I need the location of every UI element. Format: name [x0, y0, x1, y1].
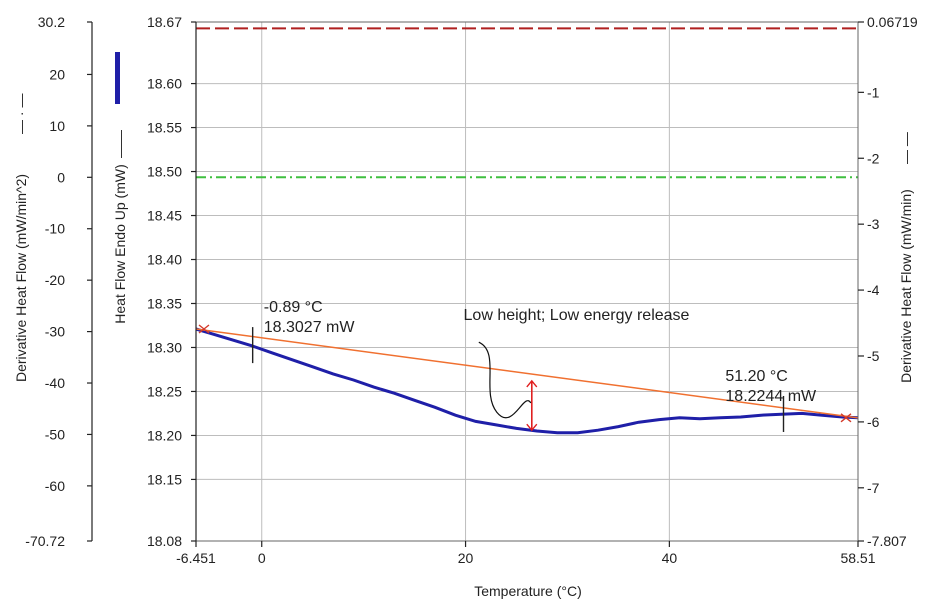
plot-area: -0.89 °C 18.3027 mW Low height; Low energy…	[195, 21, 859, 542]
y-tick-label-derivative-1: -6	[867, 414, 880, 430]
y-axis-title-derivative-1-text: Derivative Heat Flow (mW/min)	[898, 189, 914, 383]
y-axis-title-heat-flow-text: Heat Flow Endo Up (mW)	[112, 164, 128, 323]
y-tick-label-derivative-2: -50	[45, 426, 65, 442]
x-tick-label: 58.51	[840, 550, 875, 566]
y-axis-title-derivative-2: Derivative Heat Flow (mW/min^2) — · —	[13, 94, 29, 382]
grid-lines	[196, 22, 858, 541]
y-tick-label-derivative-2: -70.72	[25, 533, 65, 549]
y-tick-label-derivative-2: 20	[49, 66, 65, 82]
annotation-line: 18.3027 mW	[264, 319, 356, 336]
series-layer	[195, 27, 859, 435]
y-tick-label-heat-flow: 18.08	[147, 533, 182, 549]
baseline-line	[195, 328, 859, 419]
y-tick-label-heat-flow: 18.45	[147, 208, 182, 224]
y-tick-label-heat-flow: 18.30	[147, 339, 182, 355]
x-axis-title: Temperature (°C)	[474, 583, 582, 599]
peak-height-arrow-top	[526, 379, 538, 388]
axis-layer: -6.451 0 20 40 58.51 18.67 18.60 18.55 18.50 18.4…	[25, 14, 918, 566]
y-tick-label-heat-flow: 18.25	[147, 383, 182, 399]
x-tick-label: 0	[258, 550, 266, 566]
y-tick-label-derivative-1: -5	[867, 348, 880, 364]
y-tick-label-derivative-2: -20	[45, 272, 65, 288]
x-tick-label: -6.451	[176, 550, 216, 566]
y-tick-label-derivative-2: -30	[45, 324, 65, 340]
y-axis-legend-line-derivative-1: — —	[898, 132, 914, 164]
baseline-end-marker	[198, 324, 210, 334]
y-tick-label-derivative-1: -7.807	[867, 533, 907, 549]
y-tick-label-derivative-1: -3	[867, 216, 880, 232]
y-tick-label-derivative-1: -2	[867, 150, 880, 166]
y-tick-label-heat-flow: 18.67	[147, 14, 182, 30]
peak-height-arrow-bottom	[526, 423, 538, 432]
y-tick-label-heat-flow: 18.40	[147, 252, 182, 268]
annotation-line: 51.20 °C	[725, 368, 787, 385]
y-tick-label-derivative-1: -7	[867, 480, 880, 496]
y-tick-label-heat-flow: 18.35	[147, 295, 182, 311]
annotation-line: 18.2244 mW	[725, 388, 817, 405]
x-tick-label: 40	[662, 550, 678, 566]
y-tick-label-derivative-1: -1	[867, 84, 880, 100]
y-tick-label-heat-flow: 18.60	[147, 76, 182, 92]
y-tick-label-heat-flow: 18.20	[147, 427, 182, 443]
series-heat_flow-line	[195, 327, 859, 435]
annotation-text: Low height; Low energy release	[464, 307, 690, 324]
y-tick-label-derivative-2: -60	[45, 478, 65, 494]
y-axis-title-derivative-2-text: Derivative Heat Flow (mW/min^2)	[13, 174, 29, 382]
y-axis-title-derivative-1: Derivative Heat Flow (mW/min) — —	[898, 132, 914, 383]
leader-curve	[478, 341, 532, 419]
y-tick-label-heat-flow: 18.15	[147, 471, 182, 487]
y-tick-label-derivative-2: -40	[45, 375, 65, 391]
baseline-end-marker	[840, 413, 852, 423]
annotation-line: Low height; Low energy release	[464, 307, 690, 324]
heat-flow-legend-swatch	[115, 52, 120, 104]
y-tick-label-derivative-2: 30.2	[38, 14, 65, 30]
y-tick-label-derivative-1: 0.06719	[867, 14, 918, 30]
annotation-line: -0.89 °C	[264, 299, 323, 316]
y-tick-label-heat-flow: 18.55	[147, 120, 182, 136]
y-tick-label-derivative-2: 0	[57, 169, 65, 185]
y-axis-title-heat-flow: Heat Flow Endo Up (mW) ——	[112, 130, 128, 324]
annotation-text: 51.20 °C 18.2244 mW	[725, 368, 817, 405]
plot-background	[196, 22, 858, 541]
y-tick-label-derivative-2: 10	[49, 118, 65, 134]
y-tick-label-derivative-2: -10	[45, 221, 65, 237]
x-tick-label: 20	[458, 550, 474, 566]
y-axis-legend-line-derivative-2: — · —	[13, 94, 29, 134]
annotation-text: -0.89 °C 18.3027 mW	[264, 299, 356, 336]
annotation-layer: -0.89 °C 18.3027 mW Low height; Low energy…	[195, 299, 859, 432]
y-tick-label-derivative-1: -4	[867, 282, 880, 298]
y-axis-legend-line-heat-flow: ——	[112, 130, 128, 158]
y-tick-label-heat-flow: 18.50	[147, 164, 182, 180]
